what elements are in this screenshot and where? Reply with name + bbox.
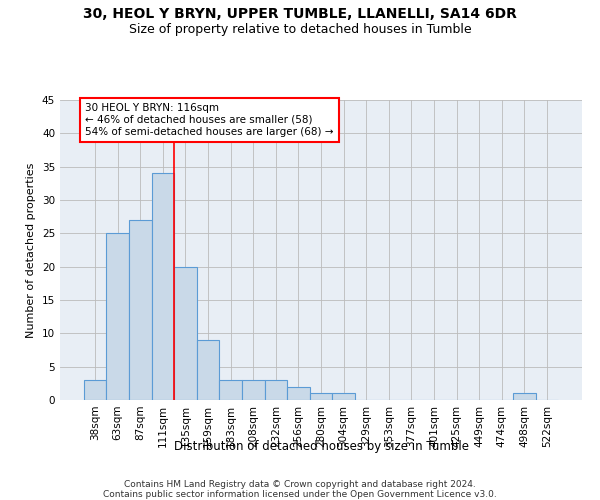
Bar: [152, 174, 174, 400]
Bar: [310, 394, 332, 400]
Bar: [129, 220, 152, 400]
Bar: [220, 380, 242, 400]
Bar: [513, 394, 536, 400]
Bar: [84, 380, 106, 400]
Bar: [332, 394, 355, 400]
Bar: [197, 340, 220, 400]
Text: Size of property relative to detached houses in Tumble: Size of property relative to detached ho…: [128, 22, 472, 36]
Text: 30, HEOL Y BRYN, UPPER TUMBLE, LLANELLI, SA14 6DR: 30, HEOL Y BRYN, UPPER TUMBLE, LLANELLI,…: [83, 8, 517, 22]
Bar: [265, 380, 287, 400]
Text: 30 HEOL Y BRYN: 116sqm
← 46% of detached houses are smaller (58)
54% of semi-det: 30 HEOL Y BRYN: 116sqm ← 46% of detached…: [85, 104, 334, 136]
Text: Contains HM Land Registry data © Crown copyright and database right 2024.
Contai: Contains HM Land Registry data © Crown c…: [103, 480, 497, 500]
Bar: [242, 380, 265, 400]
Y-axis label: Number of detached properties: Number of detached properties: [26, 162, 37, 338]
Bar: [174, 266, 197, 400]
Bar: [287, 386, 310, 400]
Text: Distribution of detached houses by size in Tumble: Distribution of detached houses by size …: [173, 440, 469, 453]
Bar: [106, 234, 129, 400]
